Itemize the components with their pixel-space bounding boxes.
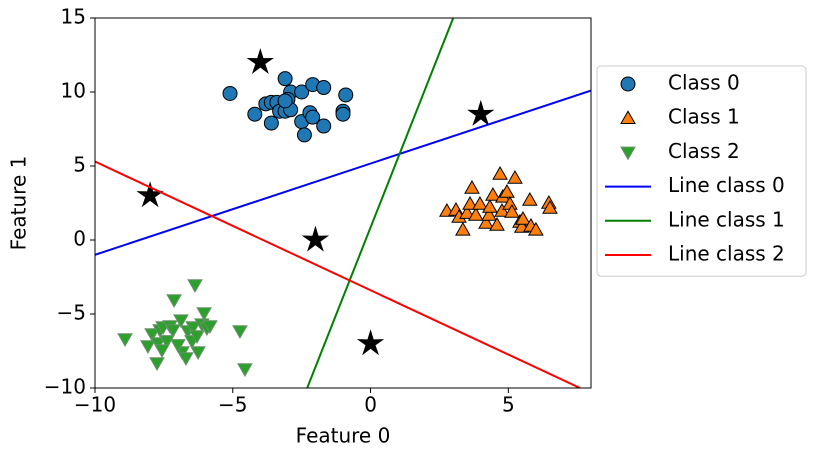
data-point: [481, 206, 497, 221]
y-tick-label: −10: [44, 375, 86, 399]
x-tick-label: 0: [364, 393, 377, 417]
line: [95, 89, 591, 256]
data-point: [305, 109, 321, 125]
data-point: [247, 106, 263, 122]
data-point: [462, 196, 478, 210]
legend-label: Class 2: [668, 139, 740, 163]
data-point: [521, 192, 538, 206]
data-point: [277, 71, 293, 87]
data-point: [170, 339, 186, 353]
data-point: [159, 335, 175, 349]
data-point: [190, 346, 206, 361]
y-tick-label: 5: [73, 153, 86, 177]
data-point: [492, 165, 508, 180]
data-point: [338, 87, 354, 103]
data-point: [507, 169, 523, 184]
data-point: [356, 329, 385, 356]
data-point: [222, 85, 238, 101]
data-point: [294, 84, 310, 100]
data-point: [232, 325, 248, 340]
data-point: [528, 221, 544, 236]
data-point: [316, 118, 332, 134]
data-point: [296, 127, 312, 143]
legend-box: [596, 65, 807, 277]
y-tick-label: 0: [73, 227, 86, 251]
axes-frame: [94, 17, 592, 389]
data-point: [467, 99, 495, 126]
data-point: [482, 198, 498, 213]
x-axis-label: Feature 0: [296, 424, 391, 448]
data-point: [246, 48, 274, 75]
data-point: [263, 115, 279, 131]
data-point: [499, 184, 515, 198]
data-point: [149, 357, 165, 371]
plot-area: [95, 18, 591, 388]
x-tick-label: 5: [502, 393, 515, 417]
data-point: [144, 328, 160, 342]
legend-label: Line class 0: [668, 173, 785, 197]
data-point: [178, 352, 194, 366]
legend-label: Line class 1: [668, 207, 785, 231]
data-point: [189, 330, 205, 345]
y-tick-label: −5: [57, 301, 86, 325]
y-axis-label: Feature 1: [7, 156, 31, 251]
data-point: [173, 314, 189, 329]
x-tick-label: −5: [218, 393, 247, 417]
legend-marker: [620, 110, 636, 124]
data-point: [140, 340, 156, 354]
data-point: [464, 180, 480, 194]
data-point: [301, 225, 330, 252]
legend-marker: [620, 76, 636, 92]
legend-label: Class 1: [668, 105, 740, 129]
y-tick-label: 15: [61, 5, 86, 29]
data-point: [504, 204, 520, 218]
data-point: [485, 187, 501, 201]
data-point: [237, 363, 253, 378]
data-point: [335, 106, 351, 122]
data-point: [455, 221, 471, 236]
data-point: [154, 344, 170, 358]
data-point: [542, 200, 558, 214]
x-tick-label: −10: [74, 393, 116, 417]
data-point: [459, 205, 475, 219]
y-tick-label: 10: [61, 79, 86, 103]
data-point: [494, 202, 510, 217]
data-point: [166, 294, 182, 308]
line: [95, 160, 581, 388]
data-point: [515, 210, 531, 225]
legend: Class 0 Class 1 Class 2 Line class 0 Line cl…: [596, 65, 807, 277]
data-point: [202, 320, 218, 334]
legend-marker: [620, 146, 636, 161]
data-point: [185, 321, 201, 336]
data-point: [478, 214, 494, 229]
data-point: [489, 217, 505, 231]
data-point: [150, 337, 166, 352]
data-point: [277, 93, 293, 109]
data-point: [187, 279, 203, 293]
data-point: [472, 196, 488, 210]
legend-label: Line class 2: [668, 242, 785, 266]
data-point: [467, 206, 484, 221]
data-point: [196, 307, 212, 321]
data-point: [316, 80, 332, 96]
data-point: [117, 333, 133, 348]
legend-label: Class 0: [668, 71, 740, 95]
line: [306, 18, 455, 388]
data-point: [165, 324, 181, 338]
